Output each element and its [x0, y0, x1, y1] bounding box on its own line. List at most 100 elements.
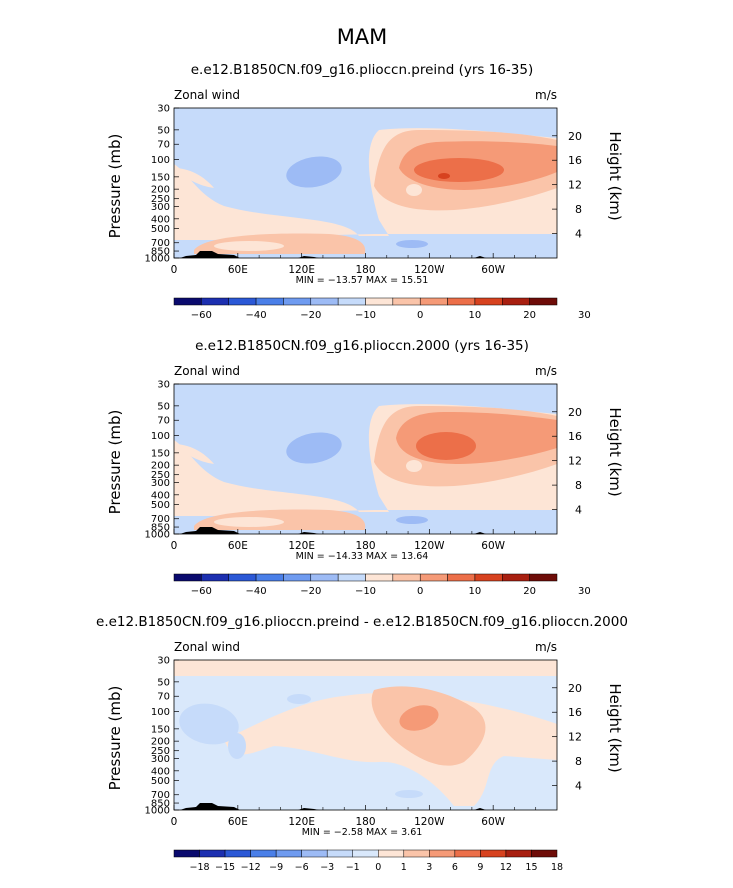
colorbar-label: −9 — [269, 862, 283, 873]
colorbar-box — [392, 297, 421, 306]
colorbar-box — [474, 297, 503, 306]
y-tick-label: 50 — [157, 125, 170, 136]
colorbar-label: 30 — [578, 310, 591, 321]
contour-level-max — [438, 173, 450, 179]
colorbar-box — [228, 297, 257, 306]
x-tick-label: 0 — [171, 264, 178, 276]
colorbar-label: 6 — [452, 862, 458, 873]
y2-tick-label: 4 — [575, 228, 582, 241]
colorbar-label: −40 — [246, 310, 267, 321]
contour-field — [174, 660, 557, 810]
min-max-stats: MIN = −13.57 MAX = 15.51 — [296, 275, 429, 286]
y-tick-label: 500 — [151, 224, 170, 235]
y-tick-label: 50 — [157, 677, 170, 688]
x-tick-label: 180 — [355, 816, 375, 828]
y-tick-label: 100 — [151, 707, 170, 718]
y-tick-label: 70 — [157, 692, 170, 703]
colorbar-label: −3 — [320, 862, 334, 873]
colorbar-box — [201, 297, 229, 306]
y2-tick-label: 8 — [575, 203, 582, 216]
terrain-mask — [298, 256, 319, 258]
x-tick-label: 180 — [355, 540, 375, 552]
y-tick-label: 400 — [151, 490, 170, 501]
y-tick-label: 1000 — [145, 254, 170, 265]
y2-tick-label: 8 — [575, 479, 582, 492]
x-tick-label: 180 — [355, 264, 375, 276]
y2-tick-label: 12 — [568, 179, 582, 192]
y-tick-label: 300 — [151, 478, 170, 489]
colorbar-box — [283, 573, 312, 582]
colorbar-box — [505, 849, 532, 858]
contour-level-neg1 — [228, 733, 246, 759]
x-tick-label: 120E — [288, 264, 315, 276]
contour-field — [174, 108, 557, 258]
y2-tick-label: 16 — [568, 154, 582, 167]
y-tick-label: 100 — [151, 431, 170, 442]
contour-field — [174, 384, 557, 534]
x-tick-label: 60E — [228, 816, 248, 828]
terrain-mask — [298, 532, 319, 534]
y-tick-label: 500 — [151, 776, 170, 787]
x-tick-label: 120W — [414, 816, 445, 828]
y2-tick-label: 12 — [568, 731, 582, 744]
contour-level-neg1 — [287, 694, 311, 704]
panel: e.e12.B1850CN.f09_g16.plioccn.2000 (yrs … — [106, 338, 624, 597]
colorbar-box — [531, 849, 558, 858]
colorbar-label: 0 — [417, 310, 423, 321]
y-tick-label: 850 — [151, 523, 170, 534]
colorbar-label: 0 — [417, 586, 423, 597]
y-tick-label: 200 — [151, 461, 170, 472]
colorbar-box — [447, 297, 476, 306]
colorbar-box — [250, 849, 277, 858]
terrain-mask — [474, 256, 486, 258]
left-string: Zonal wind — [174, 364, 240, 378]
colorbar-box — [301, 849, 328, 858]
colorbar-box — [474, 573, 503, 582]
colorbar-label: −60 — [191, 586, 212, 597]
colorbar-label: 10 — [469, 586, 482, 597]
contour-level-15-20 — [414, 158, 504, 182]
colorbar-box — [283, 297, 312, 306]
y-tick-label: 400 — [151, 766, 170, 777]
colorbar-box — [228, 573, 257, 582]
contour-negative — [286, 156, 342, 188]
colorbar-label: −10 — [355, 586, 376, 597]
y-tick-label: 30 — [157, 656, 170, 667]
y2-tick-label: 20 — [568, 682, 582, 695]
y-tick-label: 850 — [151, 247, 170, 258]
left-string: Zonal wind — [174, 640, 240, 654]
colorbar-box — [201, 573, 229, 582]
x-tick-label: 120E — [288, 540, 315, 552]
contour-level-15-20 — [416, 432, 476, 460]
colorbar-label: −10 — [355, 310, 376, 321]
y-tick-label: 250 — [151, 194, 170, 205]
colorbar-label: 9 — [477, 862, 483, 873]
colorbar-box — [502, 297, 530, 306]
colorbar-box — [173, 573, 202, 582]
colorbar-label: 1 — [401, 862, 407, 873]
y-tick-label: 30 — [157, 380, 170, 391]
panel-title: e.e12.B1850CN.f09_g16.plioccn.preind (yr… — [191, 62, 533, 78]
x-tick-label: 120E — [288, 816, 315, 828]
colorbar-box — [255, 297, 284, 306]
colorbar-box — [275, 849, 302, 858]
colorbar-box — [419, 573, 448, 582]
y2-tick-label: 8 — [575, 755, 582, 768]
panels: e.e12.B1850CN.f09_g16.plioccn.preind (yr… — [96, 62, 628, 873]
y-tick-label: 200 — [151, 737, 170, 748]
x-tick-label: 60E — [228, 540, 248, 552]
colorbar-box — [199, 849, 226, 858]
contour-level-0-5 — [406, 460, 422, 472]
terrain-mask — [298, 808, 319, 810]
y2-tick-label: 12 — [568, 455, 582, 468]
units-label: m/s — [535, 364, 557, 378]
y2-tick-label: 16 — [568, 706, 582, 719]
contour-level-0-5 — [174, 168, 214, 188]
colorbar-box — [480, 849, 507, 858]
y2-axis-label: Height (km) — [606, 407, 624, 496]
contour-level-0-5 — [174, 444, 214, 464]
y-axis-label: Pressure (mb) — [106, 410, 124, 515]
colorbar-label: −6 — [295, 862, 309, 873]
colorbar-box — [403, 849, 430, 858]
